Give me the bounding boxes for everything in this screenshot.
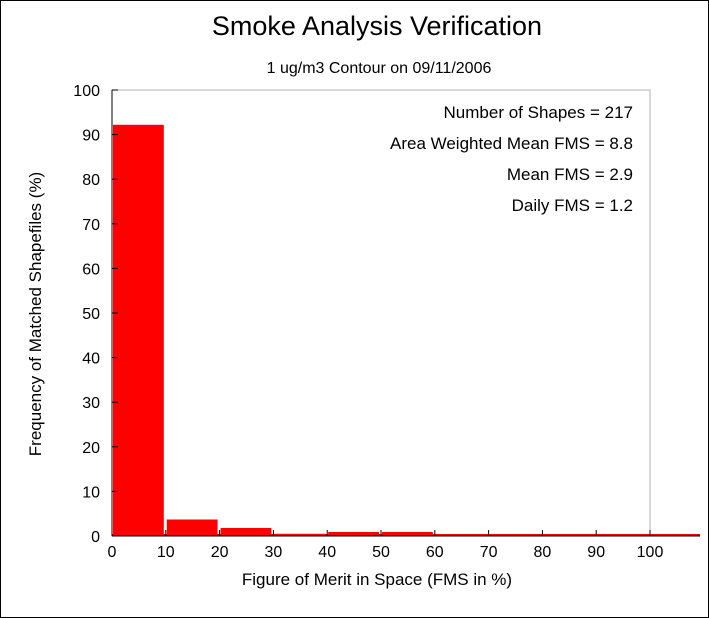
x-tick-label: 100 [637, 544, 664, 561]
stats-annotation: Daily FMS = 1.2 [512, 196, 633, 215]
y-tick-label: 90 [82, 128, 100, 145]
y-tick-label: 40 [82, 351, 100, 368]
x-tick-label: 10 [157, 544, 175, 561]
y-tick-label: 60 [82, 261, 100, 278]
x-tick-label: 70 [480, 544, 498, 561]
bars-group [112, 124, 700, 537]
stats-annotation: Number of Shapes = 217 [444, 103, 633, 122]
x-axis-label: Figure of Merit in Space (FMS in %) [242, 570, 512, 589]
y-tick-label: 30 [82, 395, 100, 412]
y-tick-label: 10 [82, 484, 100, 501]
baseline-strip [112, 534, 700, 536]
y-ticks-group: 0 10 20 30 40 50 60 70 80 90 100 [73, 83, 118, 546]
plot-area-border [111, 89, 651, 537]
y-tick-label: 80 [82, 172, 100, 189]
x-tick-label: 50 [372, 544, 390, 561]
y-axis-label: Frequency of Matched Shapefiles (%) [26, 172, 45, 456]
x-tick-label: 60 [426, 544, 444, 561]
chart-title: Smoke Analysis Verification [212, 11, 542, 41]
annotations-group: Number of Shapes = 217 Area Weighted Mean… [390, 103, 633, 215]
x-tick-label: 90 [587, 544, 605, 561]
histogram-bar [113, 124, 164, 537]
x-tick-label: 80 [534, 544, 552, 561]
y-tick-label: 20 [82, 440, 100, 457]
histogram-bar [382, 531, 433, 536]
stats-annotation: Mean FMS = 2.9 [507, 165, 633, 184]
histogram-bar [220, 527, 272, 536]
histogram-bar [166, 519, 218, 536]
stats-annotation: Area Weighted Mean FMS = 8.8 [390, 134, 633, 153]
y-tick-label: 50 [82, 306, 100, 323]
y-tick-label: 100 [73, 83, 100, 100]
y-tick-label: 0 [91, 529, 100, 546]
x-ticks-group: 0 10 20 30 40 50 60 70 80 90 100 [108, 530, 664, 561]
chart-subtitle: 1 ug/m3 Contour on 09/11/2006 [267, 60, 492, 77]
x-tick-label: 0 [108, 544, 117, 561]
x-tick-label: 40 [318, 544, 336, 561]
y-tick-label: 70 [82, 217, 100, 234]
histogram-bar [328, 531, 379, 536]
x-tick-label: 30 [265, 544, 283, 561]
x-tick-label: 20 [211, 544, 229, 561]
